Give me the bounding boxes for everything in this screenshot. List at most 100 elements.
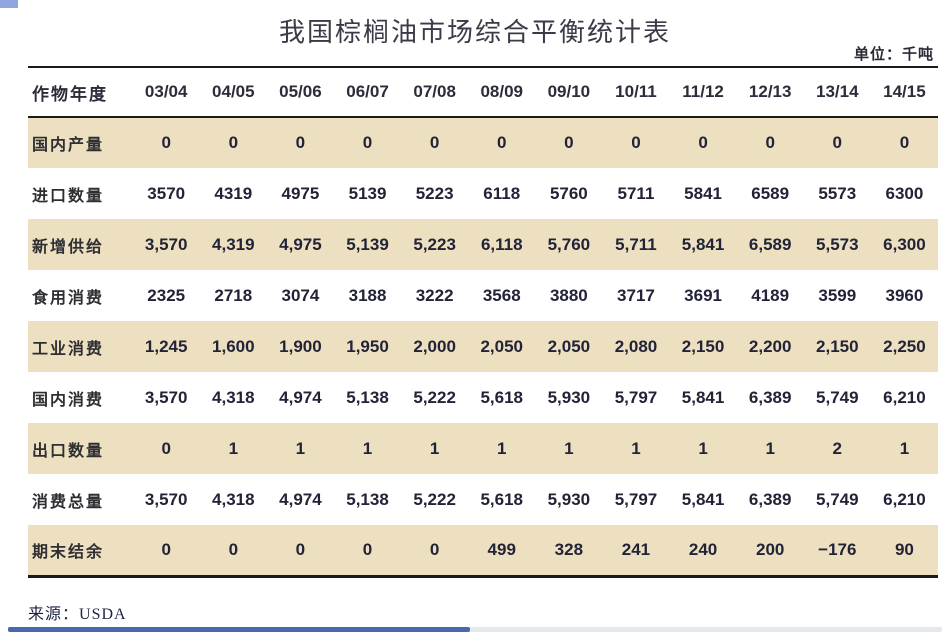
data-cell: 0 [698,133,708,152]
row-label: 国内消费 [32,391,105,409]
unit-label: 单位：千吨 [853,46,934,63]
data-cell: 1 [765,438,775,458]
data-cell: 5760 [549,183,588,203]
data-cell: 4975 [281,183,320,203]
table-row: 新增供给 3,570 4,319 4,975 5,139 5,223 6,118 5,760 5… [28,219,938,270]
data-cell: −176 [818,539,857,559]
data-cell: 5,749 [816,489,859,509]
data-cell: 5,222 [413,489,456,509]
data-cell: 1 [631,438,641,458]
data-cell: 2,050 [480,336,524,356]
corner-accent-mark [0,0,18,8]
data-cell: 2,080 [614,336,658,356]
page-title: 我国棕榈油市场综合平衡统计表 [278,17,671,47]
source-line: 来源：USDA [28,600,950,624]
data-cell: 1,600 [212,336,255,356]
data-cell: 6,210 [883,387,926,407]
page-header: 我国棕榈油市场综合平衡统计表 单位：千吨 [0,0,950,66]
data-cell: 6,589 [748,234,792,254]
data-cell: 3599 [818,285,857,305]
data-cell: 2,250 [883,336,926,356]
data-cell: 5,930 [547,489,591,509]
row-label: 工业消费 [32,340,105,358]
data-cell: 5,797 [614,387,658,407]
data-cell: 0 [765,133,775,152]
row-label: 进口数量 [32,187,105,205]
table-row: 进口数量 3570 4319 4975 5139 5223 6118 5760 5711 5841… [28,168,938,219]
data-cell: 1 [295,438,306,458]
data-cell: 2718 [214,285,253,305]
data-cell: 5,138 [346,489,389,509]
data-cell: 1 [497,438,507,458]
data-cell: 6,389 [748,387,792,407]
data-cell: 5,841 [681,387,725,407]
data-cell: 5841 [684,183,722,203]
data-cell: 0 [228,539,239,559]
data-cell: 2 [832,438,843,458]
data-cell: 3570 [147,183,186,203]
row-label: 新增供给 [32,238,105,256]
data-cell: 2325 [147,285,186,305]
data-cell: 4,974 [279,489,322,509]
data-cell: 0 [161,539,171,559]
data-cell: 5,797 [614,489,658,509]
data-cell: 3,570 [144,234,188,254]
data-cell: 6300 [885,183,924,203]
data-cell: 1 [698,438,708,458]
data-cell: 4,318 [212,489,255,509]
column-header: 08/09 [480,82,524,101]
data-cell: 1,245 [144,336,188,356]
data-cell: 5573 [818,183,857,203]
data-cell: 2,200 [748,336,792,356]
data-cell: 5,618 [480,387,524,407]
column-header: 09/10 [547,82,591,101]
data-cell: 1 [564,438,574,458]
data-cell: 0 [899,133,910,152]
data-cell: 6,118 [480,234,523,254]
data-cell: 3,570 [144,489,188,509]
row-header-label: 作物年度 [32,84,108,104]
data-cell: 6118 [483,183,521,203]
column-header: 03/04 [144,82,188,101]
row-label: 国内产量 [32,137,105,154]
data-cell: 3568 [482,285,521,305]
row-label: 消费总量 [32,493,105,511]
data-cell: 5711 [617,183,655,203]
data-cell: 5,618 [480,489,524,509]
data-cell: 3960 [885,285,924,305]
column-header: 06/07 [346,82,389,101]
data-cell: 6589 [751,183,790,203]
row-label: 食用消费 [32,289,105,307]
source-value: USDA [79,605,127,623]
table-row: 工业消费 1,245 1,600 1,900 1,950 2,000 2,050 2,050 2… [28,321,938,372]
column-header: 11/12 [682,82,724,101]
data-cell: 0 [832,133,843,152]
data-cell: 5,139 [346,234,389,254]
data-cell: 0 [295,133,306,152]
data-cell: 0 [228,133,239,152]
table-header: 作物年度 03/04 04/05 05/06 06/07 07/08 08/09 09/10 1… [28,67,938,117]
data-cell: 0 [564,133,574,152]
table-row: 消费总量 3,570 4,318 4,974 5,138 5,222 5,618 5,930 5… [28,474,938,525]
data-cell: 240 [688,539,718,559]
data-cell: 5,222 [413,387,456,407]
table-row: 国内产量 0 0 0 0 0 0 0 0 0 0 0 0 [28,117,938,168]
data-cell: 6,210 [883,489,926,509]
table-row: 国内消费 3,570 4,318 4,974 5,138 5,222 5,618 5,930 5… [28,372,938,423]
column-header: 10/11 [615,82,657,101]
data-cell: 5,138 [346,387,389,407]
data-cell: 2,150 [681,336,725,356]
data-cell: 1 [429,438,440,458]
data-cell: 0 [362,539,373,559]
row-label: 出口数量 [32,442,105,460]
data-cell: 4,319 [212,234,255,254]
data-cell: 5139 [348,183,387,203]
data-cell: 2,000 [413,336,456,356]
data-cell: 4189 [751,285,790,305]
data-cell: 328 [554,539,584,559]
column-header: 13/14 [816,82,859,101]
data-cell: 3074 [281,285,320,305]
video-progress-track[interactable] [8,627,942,632]
data-cell: 3188 [348,285,387,305]
data-cell: 4,975 [279,234,322,254]
